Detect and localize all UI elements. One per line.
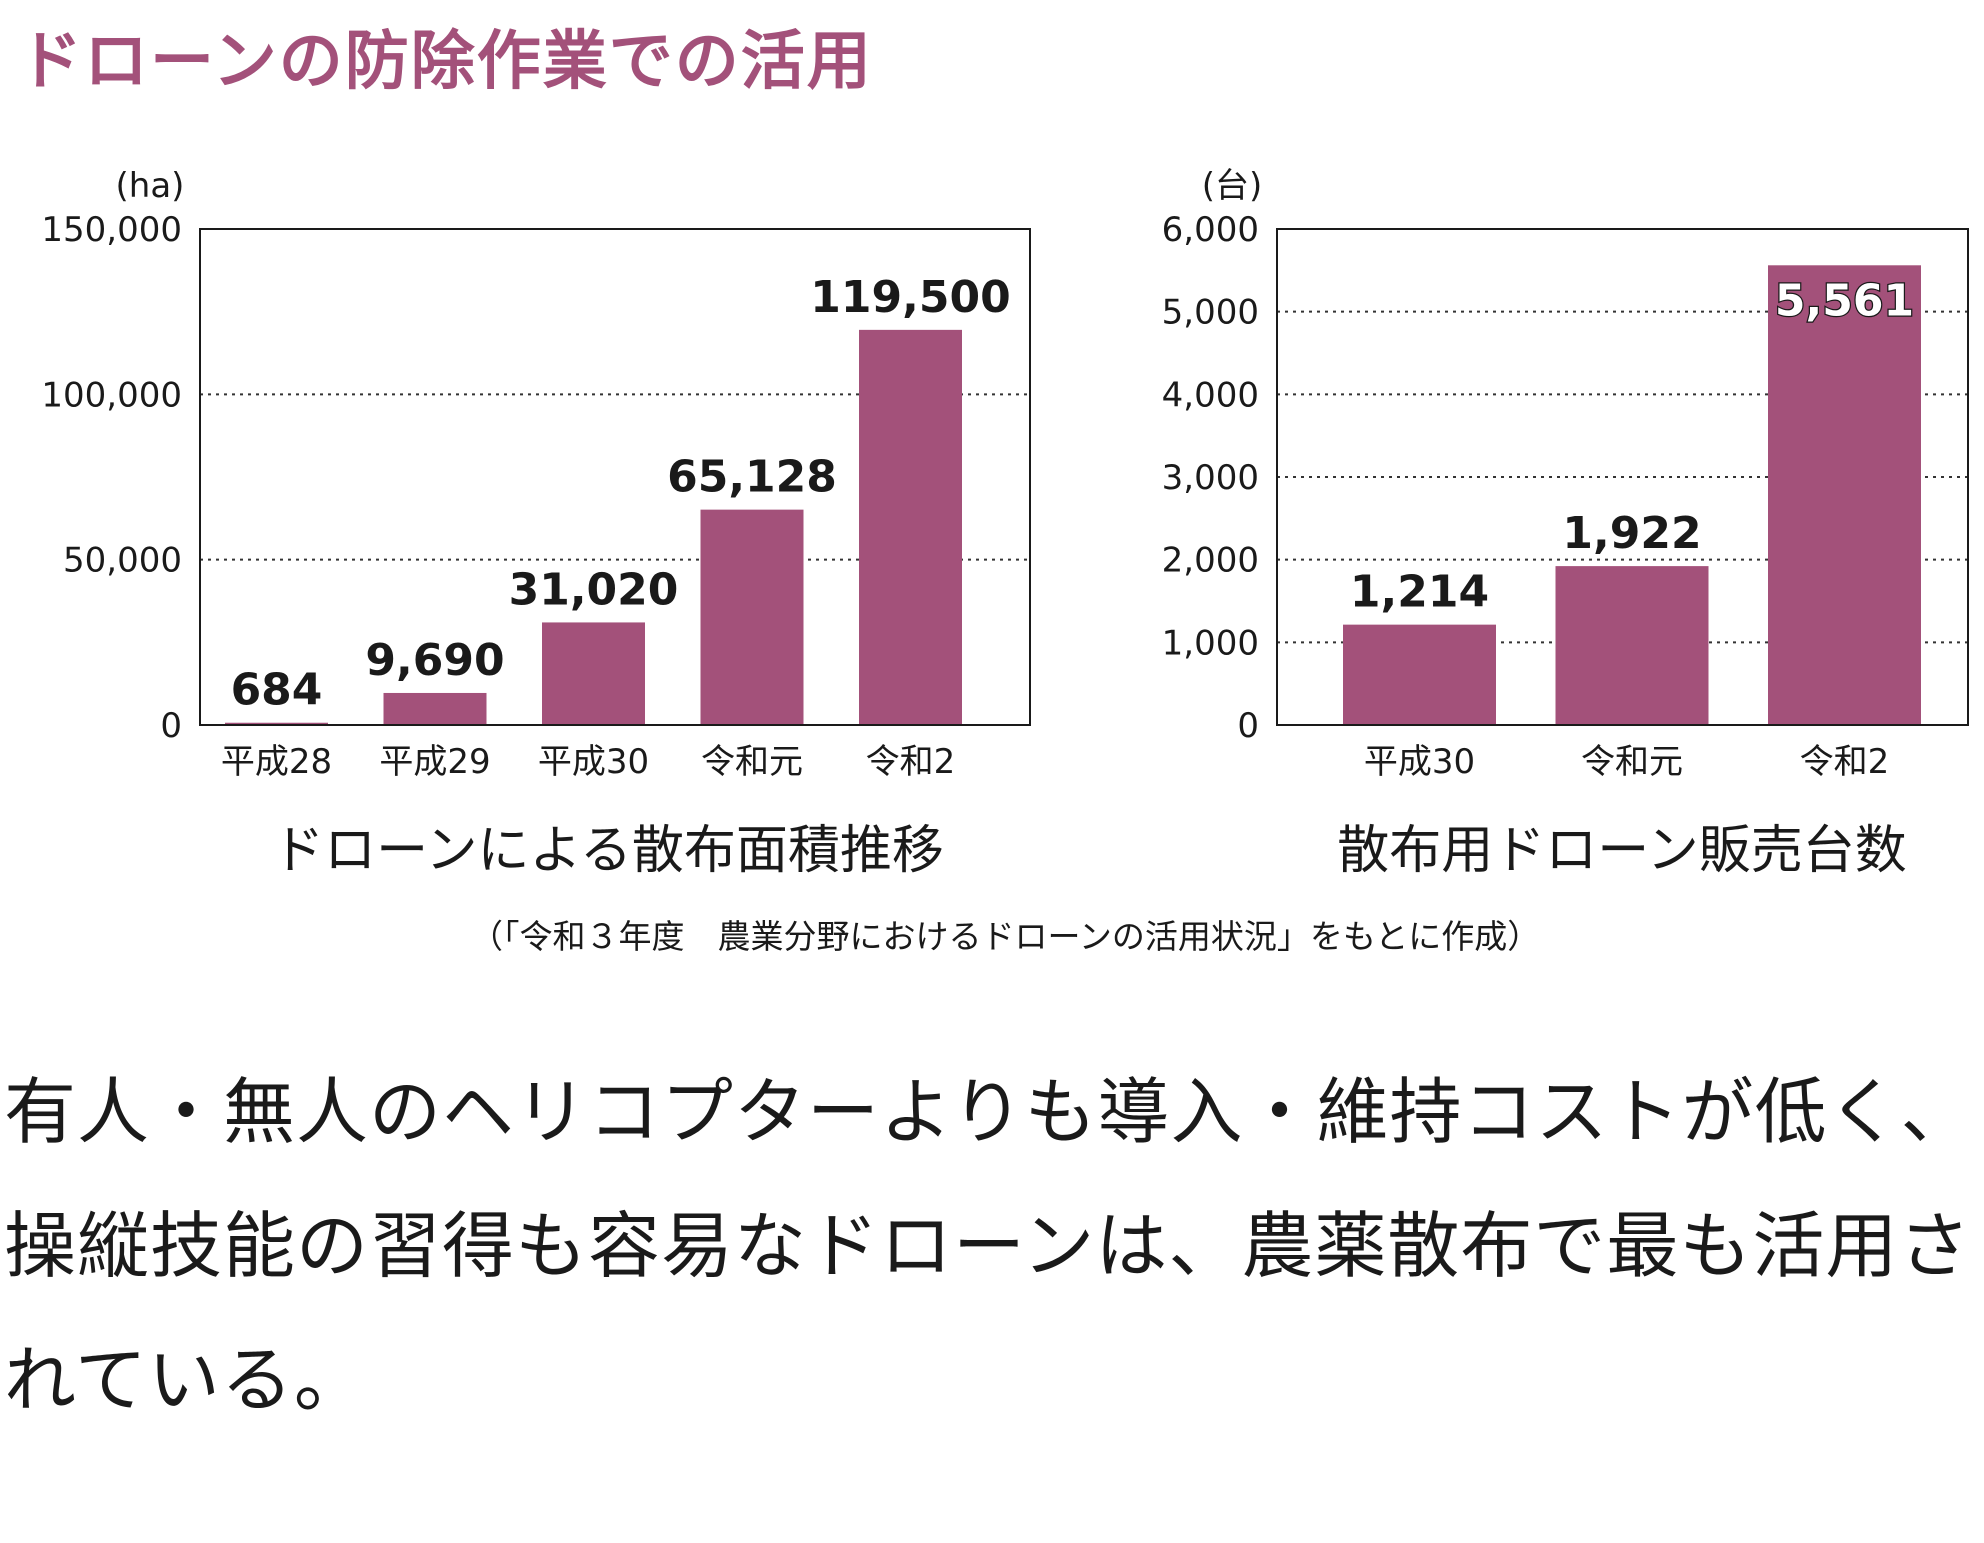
bar <box>1343 624 1496 725</box>
y-tick-label: 4,000 <box>1162 375 1259 415</box>
chart-spray-area: 0 50,000 100,000 150,000(ha) 684 平成28 9,690 平成2… <box>41 166 1031 881</box>
data-label: 65,128 <box>667 452 837 503</box>
plot-frame <box>1276 228 1969 726</box>
bar <box>700 509 804 725</box>
x-tick-label: 平成30 <box>1364 742 1475 782</box>
chart-drone-sales: 0 1,000 2,000 3,000 4,000 5,000 6,000(台) 1,214 平… <box>1162 166 1969 881</box>
bar <box>225 722 328 725</box>
bar <box>542 622 645 725</box>
x-tick-label: 令和2 <box>1800 742 1890 782</box>
bar <box>859 329 962 725</box>
y-tick-label: 1,000 <box>1162 623 1259 663</box>
data-label: 1,214 <box>1350 567 1489 618</box>
source-note: （「令和３年度 農業分野におけるドローンの活用状況」をもとに作成） <box>470 917 1541 956</box>
x-tick-label: 平成30 <box>538 742 649 782</box>
x-tick-label: 平成29 <box>379 742 490 782</box>
y-tick-label: 3,000 <box>1162 458 1259 498</box>
y-tick-label: 0 <box>160 706 182 746</box>
x-tick-label: 令和元 <box>1581 742 1683 782</box>
bar <box>383 692 487 725</box>
data-label: 9,690 <box>365 635 504 686</box>
bar <box>1768 265 1921 725</box>
y-tick-label: 2,000 <box>1162 541 1259 581</box>
data-label: 31,020 <box>509 564 679 615</box>
plot-frame <box>199 228 1031 726</box>
y-tick-label: 50,000 <box>63 541 182 581</box>
x-tick-label: 令和元 <box>701 742 803 782</box>
y-tick-label: 5,000 <box>1162 293 1259 333</box>
data-label: 119,500 <box>810 272 1010 323</box>
body-text: 有人・無人のヘリコプターよりも導入・維持コストが低く、操縦技能の習得も容易なドロ… <box>4 1070 1974 1422</box>
bar <box>1555 566 1709 725</box>
y-tick-label: 150,000 <box>41 210 182 250</box>
x-tick-label: 令和2 <box>866 742 956 782</box>
data-label: 1,922 <box>1562 508 1701 559</box>
charts-svg: 0 50,000 100,000 150,000(ha) 684 平成28 9,690 平成2… <box>41 166 1969 881</box>
y-unit-label: (ha) <box>116 166 185 206</box>
data-label: 684 <box>231 665 323 716</box>
y-tick-label: 0 <box>1237 706 1259 746</box>
y-tick-label: 100,000 <box>41 375 182 415</box>
y-unit-label: (台) <box>1202 166 1263 206</box>
chart-title: 散布用ドローン販売台数 <box>1337 821 1906 881</box>
page-title: ドローンの防除作業での活用 <box>18 25 873 99</box>
y-tick-label: 6,000 <box>1162 210 1259 250</box>
chart-title: ドローンによる散布面積推移 <box>272 821 944 881</box>
data-label: 5,561 <box>1775 275 1914 326</box>
x-tick-label: 平成28 <box>221 742 332 782</box>
